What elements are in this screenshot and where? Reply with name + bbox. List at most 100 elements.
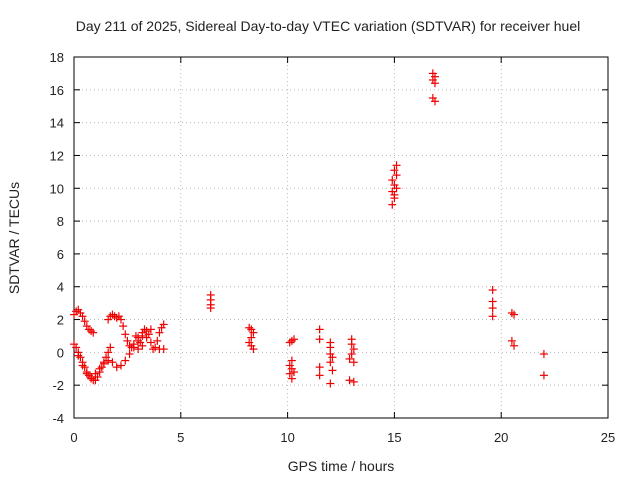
data-point: [287, 356, 296, 365]
data-point: [328, 353, 337, 362]
data-point: [76, 353, 85, 362]
data-point: [430, 79, 439, 88]
data-point: [116, 315, 125, 324]
data-point: [315, 335, 324, 344]
x-tick-label: 25: [601, 430, 615, 445]
data-point: [507, 336, 516, 345]
data-point: [326, 379, 335, 388]
series-near-6.5h: [206, 290, 215, 313]
data-point: [151, 343, 160, 352]
x-axis-label: GPS time / hours: [288, 458, 395, 474]
x-tick-label: 10: [280, 430, 294, 445]
y-tick-label: 12: [50, 148, 64, 163]
data-point: [106, 343, 115, 352]
data-point: [129, 340, 138, 349]
data-point: [287, 336, 296, 345]
y-tick-label: 0: [57, 345, 64, 360]
data-point: [153, 336, 162, 345]
data-point: [326, 358, 335, 367]
grid-lines: [74, 57, 608, 418]
data-point: [285, 369, 294, 378]
data-point: [146, 325, 155, 334]
data-point: [510, 310, 519, 319]
data-point: [315, 363, 324, 372]
y-tick-label: 10: [50, 181, 64, 196]
data-point: [125, 341, 134, 350]
data-point: [388, 200, 397, 209]
x-tick-label: 5: [177, 430, 184, 445]
data-point: [392, 161, 401, 170]
data-point: [488, 286, 497, 295]
data-point: [249, 345, 258, 354]
series-near-15h: [388, 161, 401, 209]
data-point: [87, 327, 96, 336]
series-near-11.5h: [315, 325, 324, 380]
data-point: [89, 328, 98, 337]
data-point: [123, 336, 132, 345]
data-point: [121, 330, 130, 339]
data-point: [245, 323, 254, 332]
data-point: [78, 312, 87, 321]
data-point: [121, 356, 130, 365]
axis-ticks: 0 5 10 15 20 25 -4 -2 0 2 4 6 8 10 12 14 16 18: [50, 50, 616, 445]
y-tick-label: -4: [52, 411, 64, 426]
data-point: [134, 345, 143, 354]
data-point: [131, 331, 140, 340]
y-tick-label: 14: [50, 116, 64, 131]
plot-frame: [73, 56, 609, 419]
series-near-13h: [345, 335, 358, 386]
y-axis-label: SDTVAR / TECUs: [6, 182, 22, 294]
series-arc-early-mid: [74, 327, 151, 381]
x-tick-label: 15: [387, 430, 401, 445]
data-point: [119, 322, 128, 331]
x-tick-label: 0: [70, 430, 77, 445]
data-point: [155, 328, 164, 337]
data-points: [70, 69, 548, 388]
data-point: [91, 369, 100, 378]
x-tick-label: 20: [494, 430, 508, 445]
data-point: [287, 374, 296, 383]
y-tick-label: 8: [57, 214, 64, 229]
data-point: [349, 358, 358, 367]
series-near-12h: [326, 338, 337, 388]
data-point: [116, 361, 125, 370]
data-point: [247, 333, 256, 342]
data-point: [347, 340, 356, 349]
data-point: [87, 372, 96, 381]
data-point: [80, 363, 89, 372]
data-point: [349, 345, 358, 354]
y-tick-label: 16: [50, 83, 64, 98]
data-point: [74, 351, 83, 360]
data-point: [328, 366, 337, 375]
data-point: [315, 325, 324, 334]
y-tick-label: -2: [52, 378, 64, 393]
data-point: [315, 371, 324, 380]
series-near-22h: [539, 350, 548, 380]
data-point: [78, 361, 87, 370]
y-tick-label: 4: [57, 280, 64, 295]
series-arc-early-high: [70, 305, 98, 337]
data-point: [290, 335, 299, 344]
data-point: [99, 359, 108, 368]
data-point: [125, 350, 134, 359]
data-point: [104, 356, 113, 365]
data-point: [345, 376, 354, 385]
data-point: [345, 354, 354, 363]
data-point: [142, 333, 151, 342]
data-point: [388, 176, 397, 185]
data-point: [95, 364, 104, 373]
data-point: [488, 312, 497, 321]
y-tick-label: 6: [57, 247, 64, 262]
y-tick-label: 2: [57, 313, 64, 328]
data-point: [539, 371, 548, 380]
data-point: [392, 184, 401, 193]
series-near-10.2h: [285, 335, 299, 383]
data-point: [206, 304, 215, 313]
data-point: [80, 317, 89, 326]
data-point: [104, 348, 113, 357]
data-point: [510, 341, 519, 350]
data-point: [347, 350, 356, 359]
series-near-16.9h: [428, 69, 439, 106]
y-tick-label: 18: [50, 50, 64, 65]
